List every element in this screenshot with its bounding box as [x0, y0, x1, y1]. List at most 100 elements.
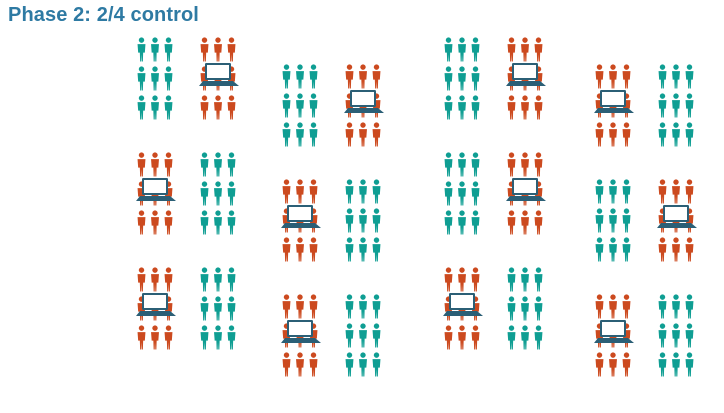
person-icon [672, 122, 680, 147]
person-icon [200, 95, 209, 120]
person-icon [345, 64, 354, 89]
control-group [200, 152, 236, 235]
person-icon [507, 267, 516, 292]
cluster-pair [137, 37, 239, 120]
person-icon [507, 210, 516, 235]
person-icon [672, 352, 680, 377]
person-icon [282, 179, 291, 204]
laptop-icon [594, 320, 634, 343]
person-icon [227, 296, 236, 321]
person-icon [137, 152, 146, 177]
person-icon [471, 267, 480, 292]
person-icon [296, 64, 304, 89]
person-icon [214, 37, 222, 62]
person-icon [200, 152, 209, 177]
person-icon [372, 237, 381, 262]
person-icon [609, 237, 617, 262]
person-icon [214, 152, 222, 177]
person-icon [609, 122, 617, 147]
person-icon [534, 296, 543, 321]
person-icon [359, 352, 367, 377]
person-icon [359, 122, 367, 147]
person-icon [227, 325, 236, 350]
intervention-group [344, 64, 384, 147]
person-icon [200, 325, 209, 350]
person-icon [622, 122, 631, 147]
person-icon [345, 237, 354, 262]
person-icon [458, 152, 466, 177]
cluster-pair [595, 179, 697, 262]
person-icon [595, 352, 604, 377]
page-title: Phase 2: 2/4 control [8, 4, 199, 26]
person-icon [372, 294, 381, 319]
person-icon [685, 122, 694, 147]
control-group [658, 64, 694, 147]
person-icon [164, 210, 173, 235]
person-icon [151, 267, 159, 292]
person-icon [521, 267, 529, 292]
cluster-pair [281, 179, 381, 262]
cluster-column [136, 37, 239, 350]
person-icon [685, 64, 694, 89]
person-icon [282, 122, 291, 147]
cluster-pair [444, 152, 546, 235]
cluster-pair [594, 64, 694, 147]
person-icon [359, 294, 367, 319]
person-icon [372, 64, 381, 89]
person-icon [521, 95, 529, 120]
person-icon [534, 267, 543, 292]
person-icon [521, 210, 529, 235]
person-icon [507, 325, 516, 350]
control-group [658, 294, 694, 377]
person-icon [151, 37, 159, 62]
person-icon [521, 37, 529, 62]
person-icon [672, 237, 680, 262]
person-icon [345, 294, 354, 319]
person-icon [609, 294, 617, 319]
person-icon [471, 95, 480, 120]
intervention-group [136, 267, 176, 350]
person-icon [622, 208, 631, 233]
person-icon [609, 179, 617, 204]
control-group [507, 267, 543, 350]
person-icon [521, 296, 529, 321]
person-icon [282, 64, 291, 89]
person-icon [227, 210, 236, 235]
person-icon [471, 152, 480, 177]
person-icon [164, 152, 173, 177]
control-group [345, 294, 381, 377]
person-icon [214, 95, 222, 120]
person-icon [685, 93, 694, 118]
person-icon [534, 37, 543, 62]
person-icon [672, 93, 680, 118]
person-icon [595, 294, 604, 319]
person-icon [345, 179, 354, 204]
person-icon [282, 294, 291, 319]
person-icon [458, 95, 466, 120]
control-group [444, 152, 480, 235]
person-icon [534, 325, 543, 350]
intervention-group [281, 179, 321, 262]
person-icon [672, 294, 680, 319]
person-icon [345, 208, 354, 233]
person-icon [521, 325, 529, 350]
person-icon [227, 267, 236, 292]
person-icon [458, 210, 466, 235]
person-icon [137, 210, 146, 235]
cluster-pair [136, 267, 236, 350]
person-icon [296, 294, 304, 319]
person-icon [658, 352, 667, 377]
person-icon [609, 208, 617, 233]
person-icon [309, 237, 318, 262]
intervention-group [281, 294, 321, 377]
cluster-column [443, 37, 546, 350]
laptop-icon [506, 63, 546, 86]
person-icon [296, 237, 304, 262]
person-icon [444, 325, 453, 350]
person-icon [534, 210, 543, 235]
person-icon [622, 237, 631, 262]
person-icon [471, 325, 480, 350]
control-group [595, 179, 631, 262]
person-icon [672, 179, 680, 204]
